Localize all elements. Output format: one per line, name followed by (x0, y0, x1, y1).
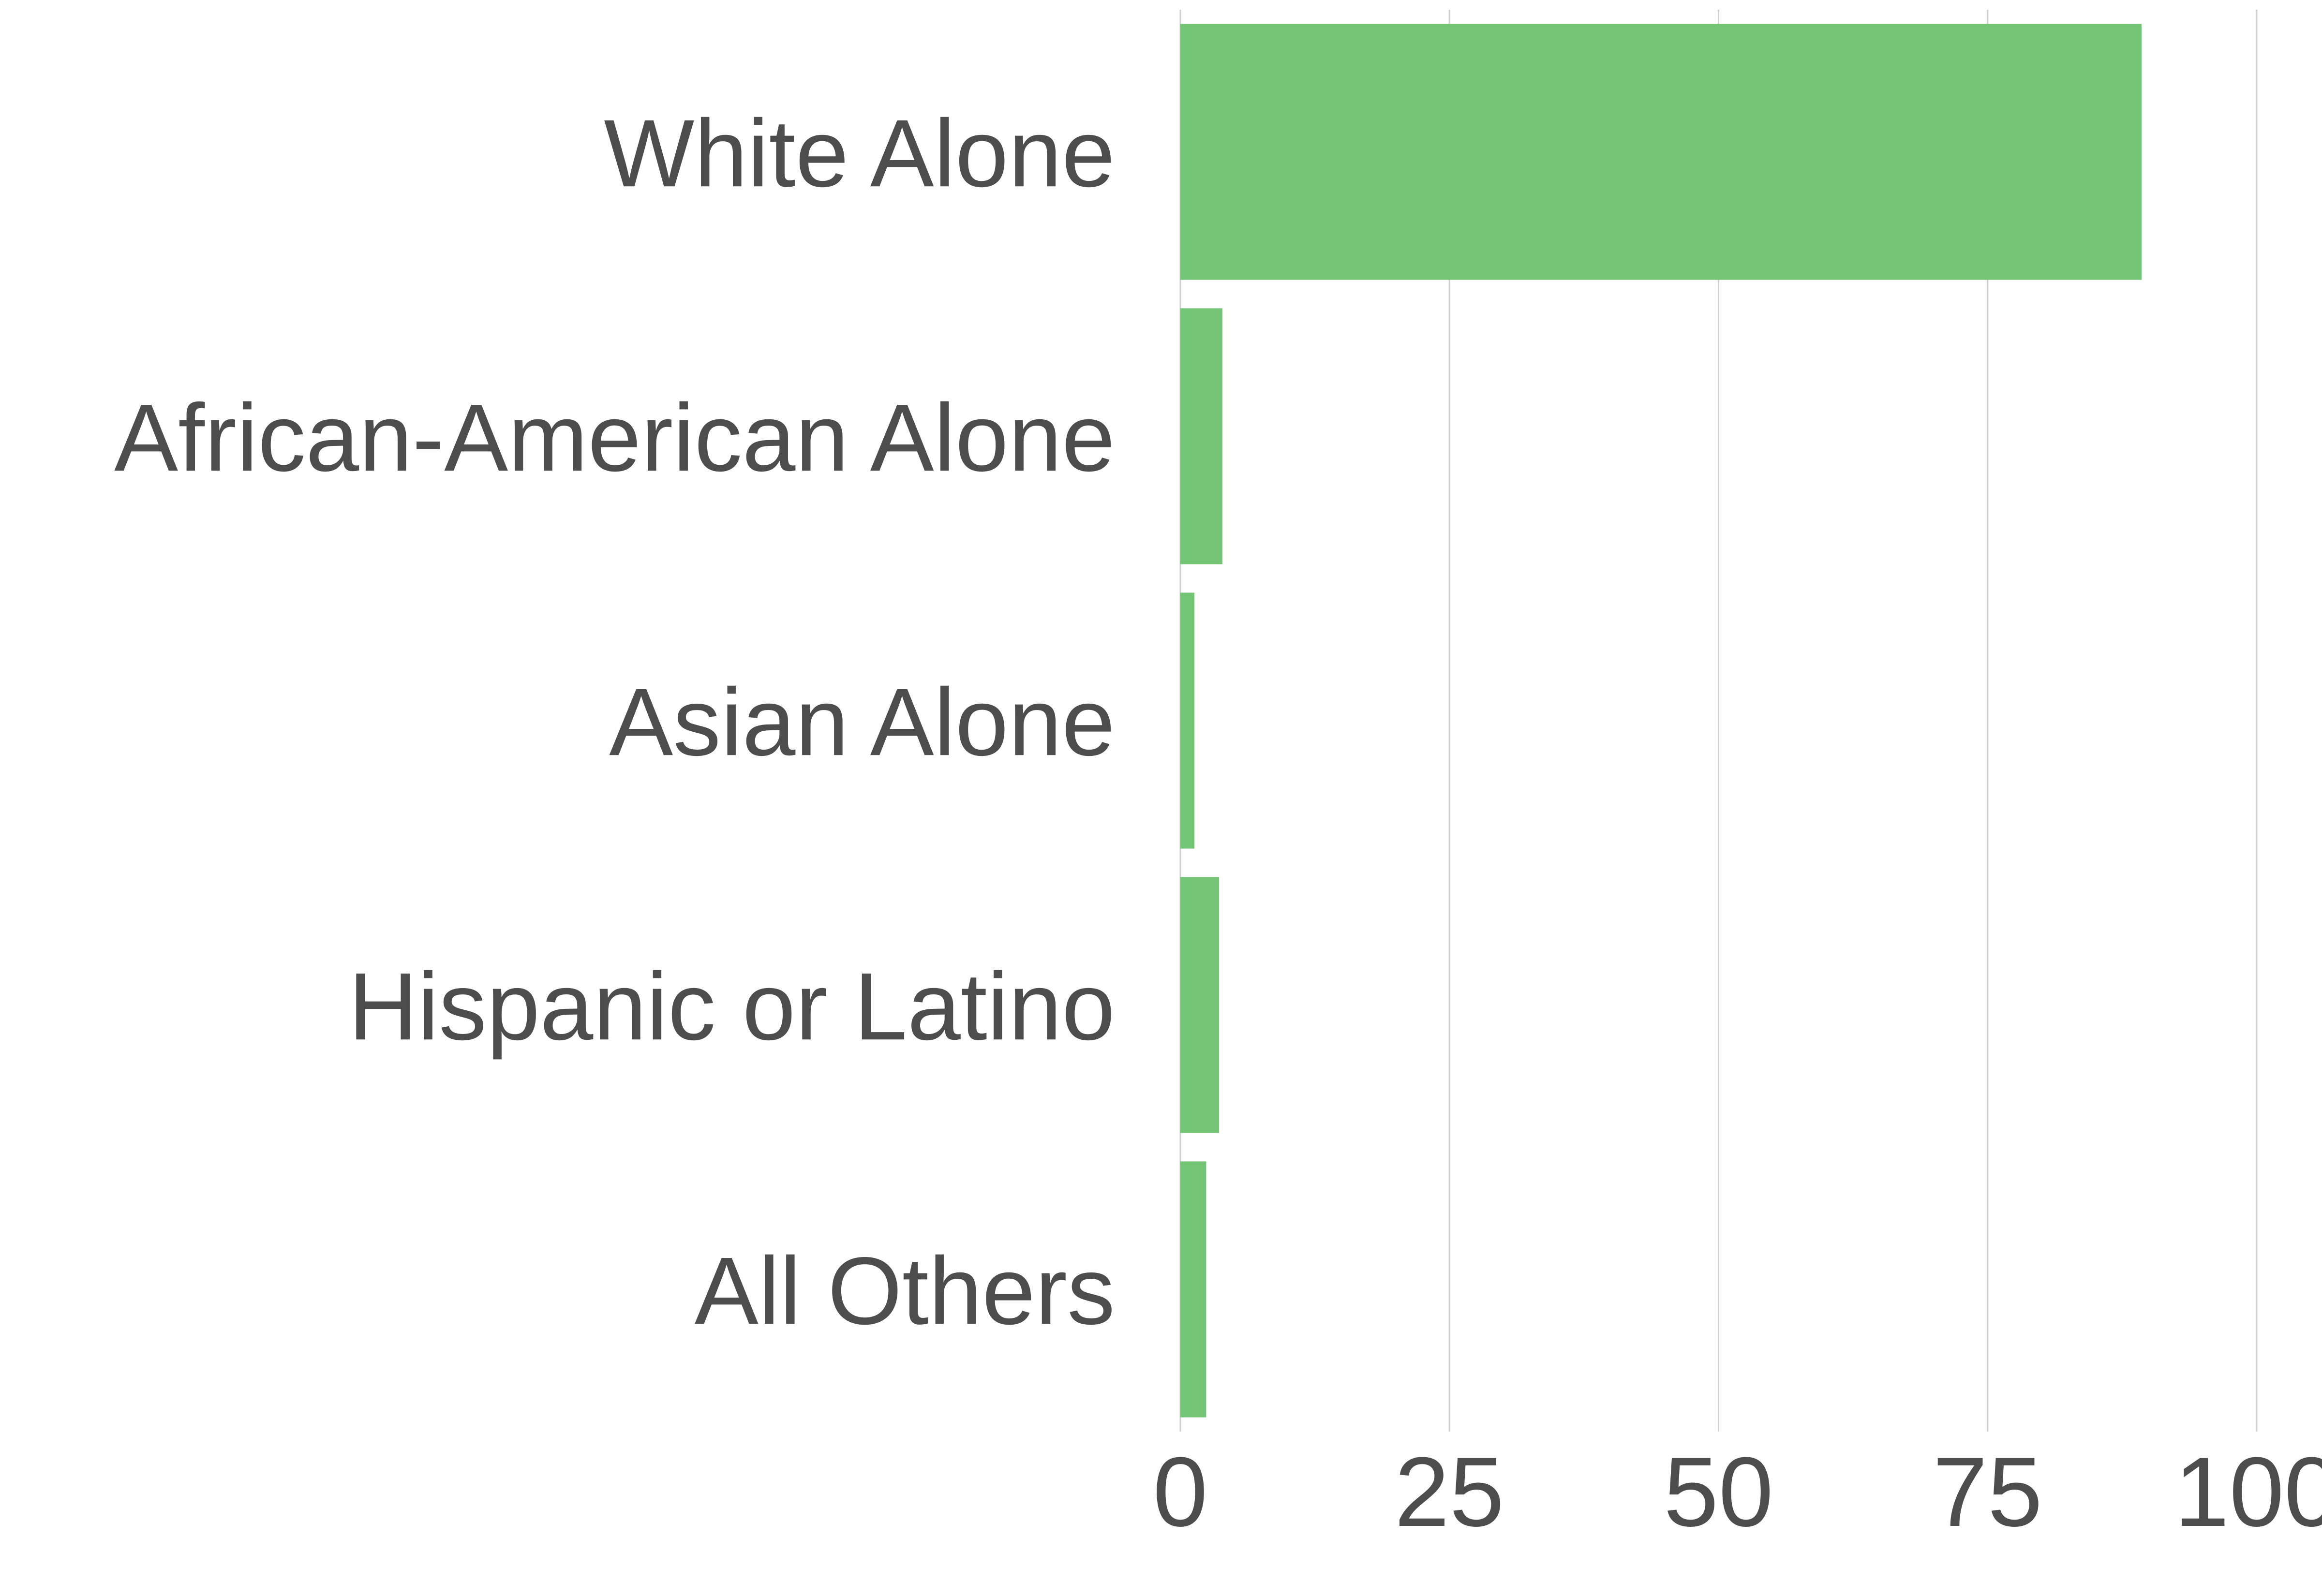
x-tick-label: 0 (1153, 1437, 1207, 1547)
x-tick-label: 25 (1395, 1437, 1504, 1547)
category-label: All Others (695, 1237, 1115, 1344)
x-tick-label: 75 (1933, 1437, 2042, 1547)
bar (1180, 592, 1194, 849)
bar (1180, 877, 1220, 1133)
bars (1180, 24, 2142, 1418)
x-tick-label: 50 (1664, 1437, 1773, 1547)
category-label: Hispanic or Latino (348, 953, 1115, 1060)
category-label: African-American Alone (114, 384, 1115, 491)
bar (1180, 24, 2142, 280)
bar (1180, 1161, 1206, 1418)
x-axis-tick-labels: 0 25 50 75 100 (1153, 1437, 2322, 1547)
category-label: Asian Alone (609, 668, 1115, 775)
category-label: White Alone (604, 100, 1115, 207)
category-labels: White Alone African-American Alone Asian A… (114, 100, 1115, 1344)
x-tick-label: 100 (2174, 1437, 2322, 1547)
bar (1180, 308, 1222, 564)
